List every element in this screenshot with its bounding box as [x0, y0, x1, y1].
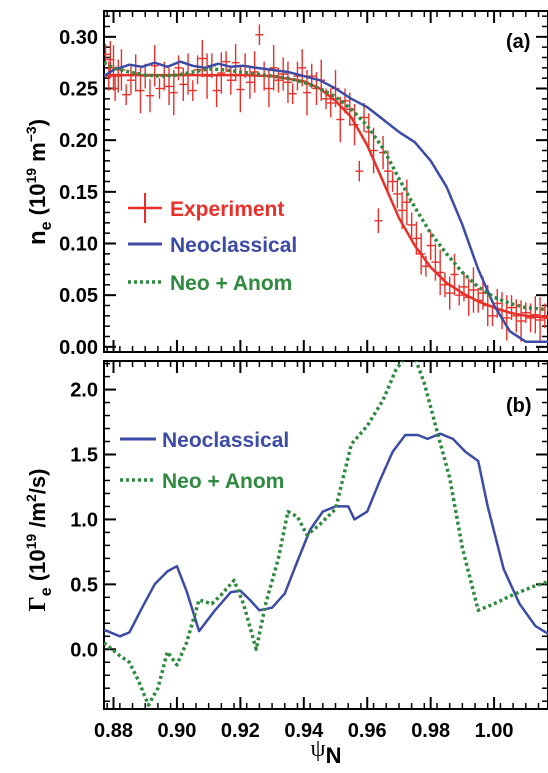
xtick-label: 0.96 [348, 720, 387, 742]
panel-a-legend: Experiment Neoclassical Neo + Anom [128, 193, 297, 295]
xtick-label: 0.88 [94, 720, 133, 742]
series-neo-anom-line [104, 361, 548, 707]
panel-b-ticks [104, 361, 548, 709]
series-neoclassical-line [104, 432, 548, 638]
ytick-label: 0.30 [59, 27, 98, 49]
ytick-label: 0.0 [70, 639, 98, 661]
panel-b-label: (b) [506, 395, 532, 417]
panel-a-ylabel-units-open: (10 [25, 184, 50, 222]
xtick-label: 0.98 [411, 720, 450, 742]
ytick-label: 0.00 [59, 337, 98, 359]
panel-b-xtick-labels: 0.88 0.90 0.92 0.94 0.96 0.98 1.00 [94, 720, 514, 742]
panel-a-ylabel: ne (1019 m−3) [23, 119, 55, 245]
legend-neo-anom-label-a: Neo + Anom [170, 272, 292, 295]
ytick-label: 0.20 [59, 130, 98, 152]
legend-neoclassical-label-b: Neoclassical [162, 429, 289, 452]
panel-a-ylabel-units-mid: m [25, 142, 50, 168]
ytick-label: 0.5 [70, 574, 98, 596]
xtick-label: 0.90 [157, 720, 196, 742]
panel-a-ylabel-units-exp: 19 [23, 168, 39, 184]
legend-experiment-label: Experiment [170, 198, 284, 221]
panel-a-ylabel-subscript: e [38, 221, 55, 230]
x-axis-label-symbol: ψ [311, 736, 326, 762]
ytick-label: 1.5 [70, 444, 98, 466]
panel-b-ytick-labels: 0.0 0.5 1.0 1.5 2.0 [70, 380, 98, 662]
ytick-label: 0.05 [59, 285, 98, 307]
legend-experiment-marker [128, 193, 162, 223]
panel-a-ylabel-symbol: n [24, 230, 51, 245]
panel-b-series [104, 361, 548, 707]
panel-b-ylabel-units-open: (10 [25, 549, 50, 587]
ytick-label: 0.15 [59, 182, 98, 204]
panel-b-ylabel-units-close: /s) [25, 469, 50, 495]
panel-b-frame [103, 360, 548, 710]
panel-b-ylabel: Γe (1019 /m2/s) [23, 469, 55, 612]
ytick-label: 2.0 [70, 380, 98, 402]
panel-a-ylabel-units-exp2: −3 [23, 126, 39, 142]
series-neoclassical-line [104, 60, 548, 343]
xtick-label: 1.00 [475, 720, 514, 742]
panel-a-label: (a) [506, 31, 530, 53]
panel-b-ylabel-symbol: Γ [25, 596, 51, 611]
panel-a-ytick-labels: 0.00 0.05 0.10 0.15 0.20 0.25 0.30 [59, 27, 98, 359]
legend-neo-anom-label-b: Neo + Anom [162, 470, 284, 493]
panel-b-flux: 0.0 0.5 1.0 1.5 2.0 0.88 0.90 0.92 0.94 0.96 0.98… [23, 360, 548, 768]
panel-b-ylabel-units-exp: 19 [23, 534, 39, 550]
xtick-label: 0.94 [284, 720, 324, 742]
ytick-label: 1.0 [70, 509, 98, 531]
x-axis-label: ψN [311, 736, 342, 768]
panel-b-legend: Neoclassical Neo + Anom [120, 429, 289, 493]
ytick-label: 0.25 [59, 79, 98, 101]
legend-neoclassical-label-a: Neoclassical [170, 234, 297, 257]
panel-a-ylabel-units-close: ) [25, 119, 50, 126]
panel-b-ylabel-units-mid: /m [25, 502, 50, 534]
xtick-label: 0.92 [221, 720, 260, 742]
panel-b-ylabel-units-exp2: 2 [23, 494, 39, 502]
series-neo-anom-line [104, 61, 548, 312]
panel-a-density: 0.00 0.05 0.10 0.15 0.20 0.25 0.30 (a) Experim… [23, 10, 548, 359]
x-axis-label-subscript: N [326, 743, 342, 768]
ytick-label: 0.10 [59, 234, 98, 256]
panel-b-ylabel-subscript: e [38, 587, 55, 596]
panel-a-series [104, 24, 548, 343]
